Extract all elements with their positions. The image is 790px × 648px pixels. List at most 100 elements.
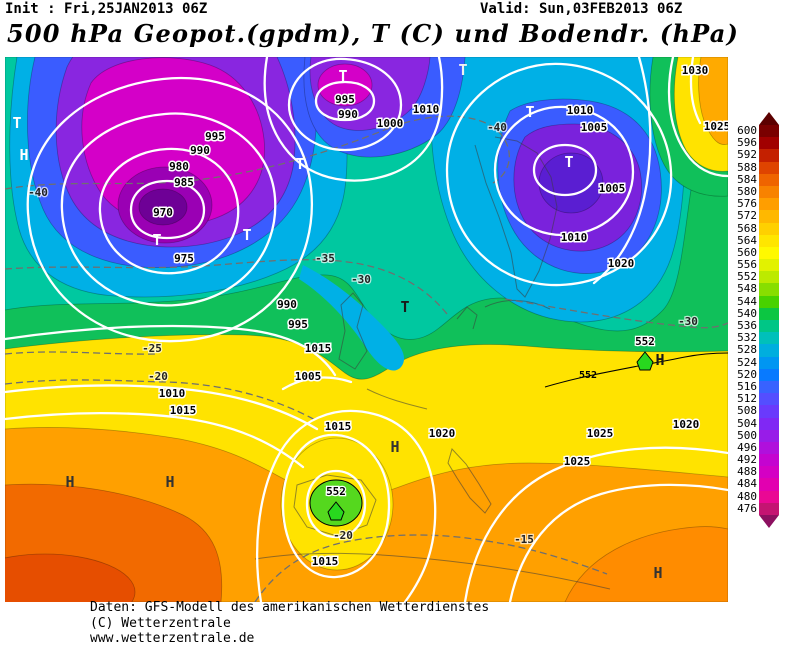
colorbar-cell bbox=[759, 356, 779, 369]
geopotential-fill-layer bbox=[5, 57, 728, 602]
isobar-value-label: 970 bbox=[153, 206, 173, 219]
fill-deep-orange-se bbox=[564, 526, 728, 602]
isobar-value-label: 1025 bbox=[564, 455, 591, 468]
colorbar-row: 548 bbox=[732, 283, 782, 296]
colorbar-value: 480 bbox=[737, 489, 757, 503]
colorbar-row: 492 bbox=[732, 453, 782, 467]
isobar-value-label: 1010 bbox=[561, 231, 588, 244]
colorbar-value: 512 bbox=[737, 392, 757, 406]
colorbar-row: 520 bbox=[732, 367, 782, 381]
colorbar-row: 516 bbox=[732, 380, 782, 394]
colorbar-cell bbox=[759, 441, 779, 455]
height-center-value-label: 552 bbox=[326, 485, 346, 498]
colorbar-cell bbox=[759, 490, 779, 503]
height-center-pentagon-icon bbox=[327, 501, 345, 521]
colorbar-row: 560 bbox=[732, 246, 782, 260]
colorbar-cell bbox=[759, 246, 779, 260]
temperature-isotherm-layer bbox=[5, 115, 728, 602]
colorbar-row: 500 bbox=[732, 429, 782, 442]
colorbar-row: 528 bbox=[732, 344, 782, 357]
isobar-value-label: 1010 bbox=[413, 103, 440, 116]
colorbar-cell bbox=[759, 344, 779, 357]
fill-magenta-top-middle bbox=[317, 63, 373, 107]
colorbar-value: 532 bbox=[737, 331, 757, 345]
low-pressure-marker: T bbox=[152, 231, 161, 249]
weather-map: 970 975 980 985 990 995 990 995 995 990 1000 1010 10… bbox=[5, 57, 728, 602]
isobar-value-label: 990 bbox=[190, 144, 210, 157]
colorbar-arrow-up-icon bbox=[759, 112, 779, 125]
colorbar-cell bbox=[759, 332, 779, 345]
colorbar-cell bbox=[759, 454, 779, 467]
isobar-value-label: 1030 bbox=[682, 64, 709, 77]
colorbar-value: 580 bbox=[737, 184, 757, 198]
low-pressure-marker: T bbox=[295, 155, 304, 173]
colorbar-value: 588 bbox=[737, 160, 757, 174]
colorbar-cell bbox=[759, 405, 779, 418]
colorbar-cell bbox=[759, 149, 779, 162]
temperature-value-label: -20 bbox=[333, 529, 353, 542]
colorbar-value: 584 bbox=[737, 172, 757, 186]
colorbar-value: 540 bbox=[737, 306, 757, 320]
colorbar-row: 564 bbox=[732, 234, 782, 247]
colorbar-cell bbox=[759, 271, 779, 284]
map-title: 500 hPa Geopot.(gpdm), T (C) und Bodendr… bbox=[7, 19, 740, 48]
low-pressure-marker: T bbox=[400, 298, 409, 316]
colorbar-cell bbox=[759, 295, 779, 308]
colorbar-cell bbox=[759, 161, 779, 174]
isobar-value-label: 995 bbox=[205, 130, 225, 143]
temperature-value-label: -20 bbox=[148, 370, 168, 383]
height-center-marker-group: 552 552 bbox=[325, 334, 656, 521]
isobar-value-label: 1025 bbox=[704, 120, 728, 133]
height-contour-layer bbox=[544, 352, 728, 388]
colorbar-value: 484 bbox=[737, 477, 757, 491]
colorbar-cell bbox=[759, 137, 779, 150]
colorbar-value: 536 bbox=[737, 319, 757, 332]
low-pressure-marker: T bbox=[564, 153, 573, 171]
colorbar-row: 476 bbox=[732, 502, 782, 515]
valid-time-label: Valid: Sun,03FEB2013 06Z bbox=[480, 1, 683, 17]
colorbar-value: 592 bbox=[737, 148, 757, 162]
isobar-value-label: 1015 bbox=[305, 342, 332, 355]
colorbar-cell bbox=[759, 283, 779, 296]
low-pressure-marker: T bbox=[525, 103, 534, 121]
colorbar-value: 576 bbox=[737, 197, 757, 211]
colorbar-row: 576 bbox=[732, 197, 782, 211]
colorbar-value: 556 bbox=[737, 258, 757, 272]
colorbar-row: 588 bbox=[732, 160, 782, 174]
colorbar-value: 544 bbox=[737, 294, 757, 308]
colorbar-row: 572 bbox=[732, 210, 782, 223]
colorbar-row: 556 bbox=[732, 258, 782, 272]
isobar-value-label: 1020 bbox=[673, 418, 700, 431]
temperature-value-label: -40 bbox=[28, 186, 48, 199]
temperature-value-label: -35 bbox=[315, 252, 335, 265]
isobar-value-label: 1005 bbox=[599, 182, 626, 195]
low-pressure-marker: T bbox=[242, 226, 251, 244]
attribution-copyright: (C) Wetterzentrale bbox=[90, 615, 231, 631]
low-pressure-marker: T bbox=[458, 61, 467, 79]
coastline-layer bbox=[254, 136, 611, 590]
colorbar-cell bbox=[759, 222, 779, 235]
colorbar-cell bbox=[759, 173, 779, 186]
temperature-value-label: -30 bbox=[678, 315, 698, 328]
isobar-value-label: 985 bbox=[174, 176, 194, 189]
colorbar-row: 536 bbox=[732, 319, 782, 333]
high-pressure-marker: H bbox=[653, 564, 662, 582]
colorbar-value: 568 bbox=[737, 221, 757, 235]
colorbar-value: 524 bbox=[737, 355, 757, 369]
isobar-value-label: 1010 bbox=[567, 104, 594, 117]
colorbar-row: 480 bbox=[732, 489, 782, 503]
isobar-value-label: 1005 bbox=[581, 121, 608, 134]
init-time-label: Init : Fri,25JAN2013 06Z bbox=[5, 1, 208, 17]
colorbar-row: 600 bbox=[732, 124, 782, 138]
colorbar-cell bbox=[759, 307, 779, 320]
colorbar-row: 512 bbox=[732, 392, 782, 406]
attribution: Daten: GFS-Modell des amerikanischen Wet… bbox=[90, 600, 489, 647]
colorbar-cell bbox=[759, 234, 779, 247]
fill-deepest-core-west bbox=[138, 188, 188, 226]
colorbar-cell bbox=[759, 502, 779, 515]
isobar-value-label: 1015 bbox=[325, 420, 352, 433]
colorbar-value: 520 bbox=[737, 367, 757, 381]
